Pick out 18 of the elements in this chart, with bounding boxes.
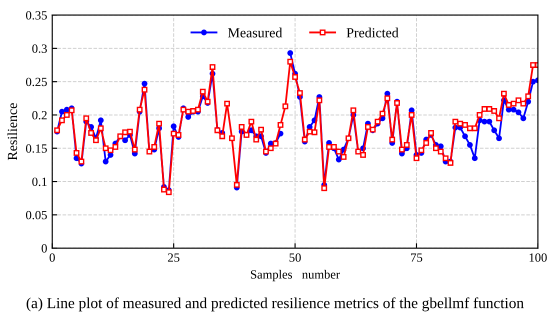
y-axis-title: Resilience <box>7 103 18 160</box>
y-tick-label: 0.05 <box>26 210 47 220</box>
x-tick-label: 75 <box>411 253 422 262</box>
text: (a) Line plot of measured and predicted resilience metrics of the gbellmf function <box>26 297 524 312</box>
y-tick-label: 0.1 <box>32 178 47 186</box>
legend-label: Predicted <box>346 28 399 38</box>
y-tick-label: 0.25 <box>26 78 47 86</box>
x-tick-label: 100 <box>530 253 547 262</box>
y-tick-label: 0.35 <box>26 11 47 20</box>
y-tick-label: 0 <box>42 244 47 253</box>
x-tick-label: 25 <box>168 253 180 262</box>
x-tick-label: 50 <box>290 253 301 262</box>
y-tick-label: 0.15 <box>26 144 47 153</box>
y-tick-label: 0.2 <box>32 110 47 120</box>
legend-label: Measured <box>228 28 282 38</box>
y-tick-label: 0.3 <box>32 44 47 53</box>
x-axis-title: Samples number <box>250 270 340 282</box>
x-tick-label: 0 <box>50 253 55 262</box>
